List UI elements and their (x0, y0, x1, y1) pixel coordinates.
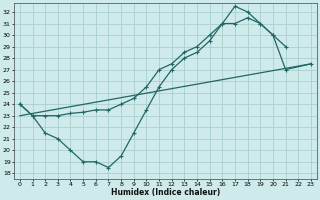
X-axis label: Humidex (Indice chaleur): Humidex (Indice chaleur) (111, 188, 220, 197)
